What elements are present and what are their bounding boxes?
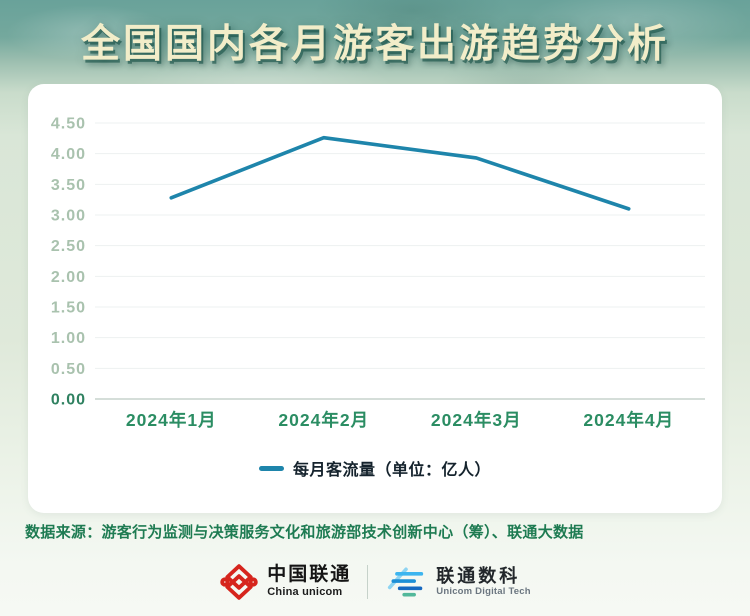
chart-legend: 每月客流量（单位：亿人） [28, 456, 722, 480]
unicom-digital-logo: 联通数科 Unicom Digital Tech [384, 563, 531, 601]
legend-line-swatch [258, 465, 284, 471]
data-source-note: 数据来源：游客行为监测与决策服务文化和旅游部技术创新中心（筹）、联通大数据 [25, 524, 584, 541]
monthly-flow-line-series [169, 135, 631, 211]
y-tick-label: 4.00 [51, 146, 86, 163]
logo-divider [367, 565, 369, 599]
chart-card: 0.00 0.50 1.00 1.50 2.00 2.50 3.00 3.50 4.00 4.50… [28, 84, 722, 513]
unicom-logo-text: 中国联通 China unicom [267, 565, 351, 598]
x-tick-label: 2024年1月 [126, 410, 217, 430]
page-title: 全国国内各月游客出游趋势分析 [80, 23, 669, 66]
poster-header: 全国国内各月游客出游趋势分析 [0, 0, 750, 69]
x-tick-label: 2024年2月 [278, 410, 369, 430]
y-tick-label: 0.00 [51, 392, 86, 409]
digital-logo-text: 联通数科 Unicom Digital Tech [436, 565, 531, 598]
unicom-en-name: China unicom [267, 586, 343, 599]
digital-cn-name: 联通数科 [436, 565, 521, 586]
x-tick-label: 2024年4月 [583, 410, 674, 430]
digital-en-name: Unicom Digital Tech [436, 586, 531, 598]
footer-logos: 中国联通 China unicom 联通数科 Unicom Digital Te… [0, 556, 750, 608]
y-tick-label: 2.00 [51, 269, 86, 286]
china-unicom-logo: 中国联通 China unicom [219, 562, 351, 602]
unicom-knot-icon [220, 564, 259, 600]
y-tick-label: 1.00 [51, 330, 86, 347]
y-tick-label: 1.50 [51, 300, 86, 317]
y-tick-label: 0.50 [51, 361, 86, 378]
tourist-trend-line-chart: 0.00 0.50 1.00 1.50 2.00 2.50 3.00 3.50 4.00 4.50… [51, 116, 705, 430]
unicom-cn-name: 中国联通 [267, 564, 352, 586]
y-tick-label: 3.50 [51, 177, 86, 194]
digital-tech-icon [388, 567, 424, 597]
y-tick-label: 2.50 [51, 238, 86, 255]
y-tick-label: 4.50 [51, 116, 86, 133]
y-tick-label: 3.00 [51, 208, 86, 225]
legend-label: 每月客流量（单位：亿人） [292, 462, 491, 479]
x-tick-label: 2024年3月 [431, 410, 522, 430]
